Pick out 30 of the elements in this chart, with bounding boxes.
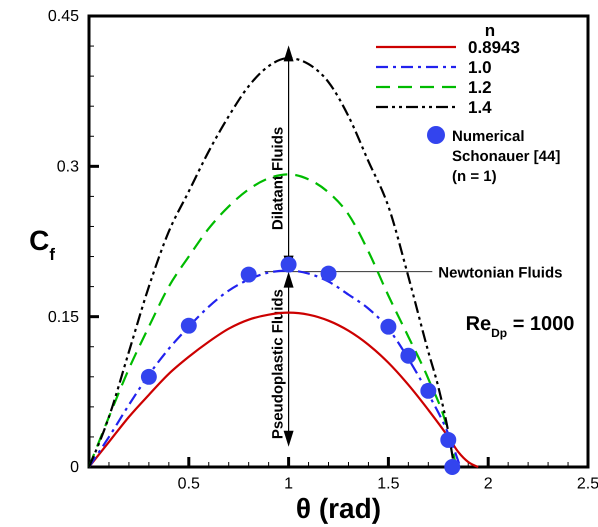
x-tick-label: 1.5 <box>377 475 400 492</box>
x-tick-label: 1 <box>284 475 294 492</box>
x-tick-label: 2.5 <box>576 475 598 492</box>
legend-title: n <box>484 21 496 40</box>
annotation: Dilatant Fluids <box>270 126 287 230</box>
point <box>380 318 396 335</box>
ref-line-label: Newtonian Fluids <box>438 264 562 282</box>
y-tick-label: 0.15 <box>48 308 80 326</box>
x-axis-title: θ (rad) <box>296 493 382 524</box>
point <box>420 382 436 399</box>
legend-label: 1.4 <box>468 98 492 117</box>
y-axis-title: C$_{f}$ <box>29 225 56 264</box>
legend-label: 0.8943 <box>468 38 520 57</box>
annotation: Re$_{Dp}$ = 1000 <box>466 313 574 340</box>
x-tick-label: 0.5 <box>178 475 200 492</box>
point <box>140 368 157 385</box>
y-tick-label: 0 <box>70 459 80 476</box>
legend-label: Numerical Schonauer [44] (n = 1) <box>452 128 560 185</box>
legend-label: 1.2 <box>468 78 492 97</box>
point <box>444 459 460 475</box>
point <box>180 318 197 334</box>
point <box>280 256 297 273</box>
x-tick-label: 2 <box>484 475 493 492</box>
point <box>440 432 456 448</box>
legend-label: 1.0 <box>468 58 492 77</box>
point <box>240 266 257 283</box>
point <box>320 266 336 282</box>
point <box>400 348 416 364</box>
y-tick-label: 0.3 <box>56 158 80 176</box>
y-tick-label: 0.45 <box>48 8 80 26</box>
